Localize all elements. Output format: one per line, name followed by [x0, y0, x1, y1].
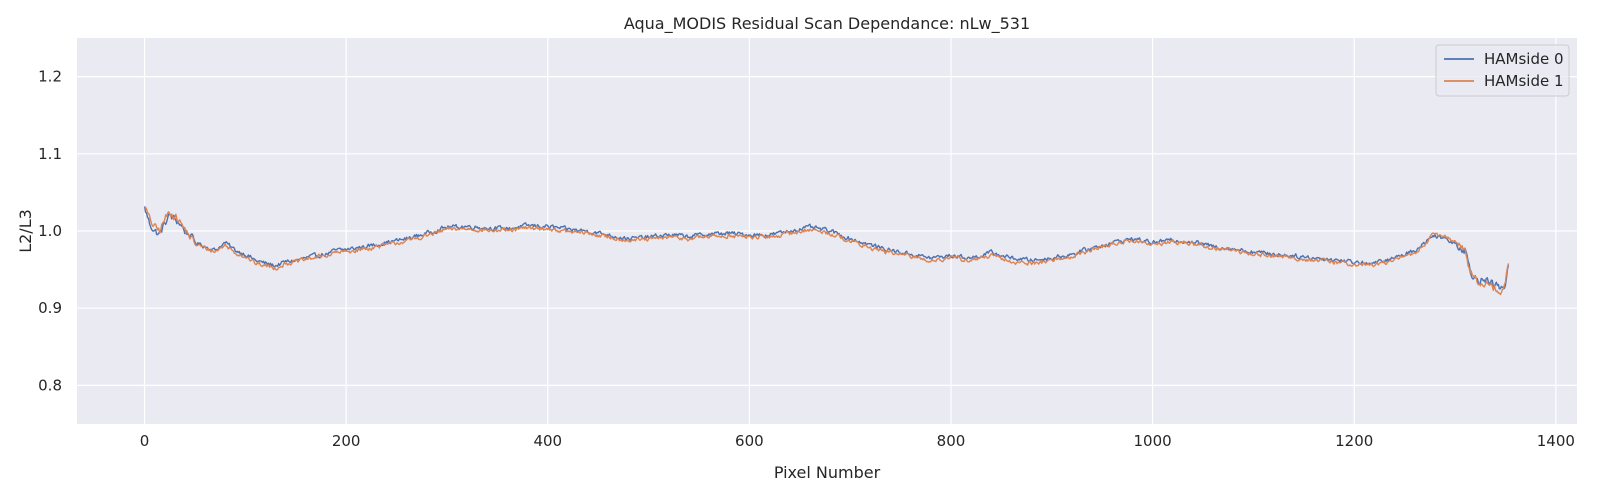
chart-title: Aqua_MODIS Residual Scan Dependance: nLw… [624, 14, 1030, 34]
y-tick-label: 0.8 [38, 376, 62, 394]
x-tick-labels: 0 200 400 600 800 1000 1200 1400 [140, 432, 1575, 450]
series-line-hamside-1 [144, 206, 1510, 296]
x-tick-label: 600 [735, 432, 764, 450]
y-tick-label: 1.2 [38, 68, 62, 86]
x-tick-label: 200 [332, 432, 361, 450]
x-tick-label: 400 [533, 432, 562, 450]
legend-label-hamside-0: HAMside 0 [1484, 50, 1564, 68]
x-tick-label: 1200 [1335, 432, 1373, 450]
y-tick-label: 0.9 [38, 299, 62, 317]
y-axis-label: L2/L3 [16, 209, 35, 253]
x-tick-label: 1000 [1134, 432, 1172, 450]
y-tick-label: 1.1 [38, 145, 62, 163]
x-tick-label: 800 [937, 432, 966, 450]
x-tick-label: 0 [140, 432, 150, 450]
legend: HAMside 0 HAMside 1 [1435, 44, 1570, 97]
y-tick-labels: 0.8 0.9 1.0 1.1 1.2 [38, 68, 62, 395]
series-layer [143, 206, 1510, 296]
y-tick-label: 1.0 [38, 222, 62, 240]
x-tick-label: 1400 [1537, 432, 1575, 450]
legend-box [1435, 44, 1570, 97]
x-axis-label: Pixel Number [774, 463, 881, 482]
legend-label-hamside-1: HAMside 1 [1484, 72, 1564, 90]
